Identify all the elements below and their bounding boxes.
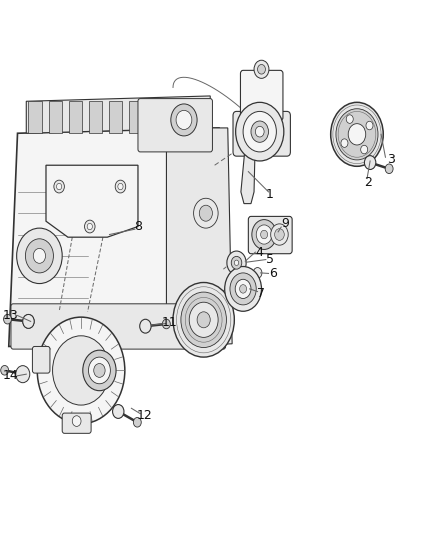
Circle shape (258, 64, 265, 74)
Circle shape (230, 273, 256, 305)
Text: 7: 7 (257, 287, 265, 300)
Text: 5: 5 (266, 253, 274, 266)
Circle shape (236, 102, 284, 161)
Circle shape (199, 205, 212, 221)
Bar (89, 101, 102, 133)
Circle shape (243, 111, 276, 152)
Text: 14: 14 (3, 369, 19, 382)
Polygon shape (166, 128, 232, 346)
Circle shape (253, 268, 262, 278)
Circle shape (364, 156, 376, 169)
Circle shape (254, 60, 269, 78)
Circle shape (54, 180, 64, 193)
Text: 6: 6 (269, 268, 277, 280)
Circle shape (162, 319, 170, 329)
Circle shape (118, 183, 123, 190)
Bar (109, 101, 122, 133)
Circle shape (348, 124, 366, 145)
Circle shape (72, 416, 81, 426)
Circle shape (181, 292, 226, 348)
Circle shape (33, 248, 46, 263)
FancyBboxPatch shape (248, 216, 292, 254)
Circle shape (251, 121, 268, 142)
Circle shape (23, 314, 34, 328)
Circle shape (83, 350, 116, 391)
Circle shape (37, 317, 125, 424)
Circle shape (360, 146, 367, 154)
Circle shape (194, 198, 218, 228)
Circle shape (23, 314, 34, 328)
Circle shape (256, 225, 272, 244)
Text: 9: 9 (282, 217, 290, 230)
FancyBboxPatch shape (138, 99, 212, 152)
Circle shape (275, 229, 284, 240)
Polygon shape (9, 128, 228, 346)
Circle shape (88, 357, 110, 384)
Circle shape (57, 183, 62, 190)
Circle shape (17, 228, 62, 284)
Circle shape (4, 314, 11, 324)
Circle shape (235, 279, 251, 298)
Text: 8: 8 (134, 220, 142, 233)
FancyBboxPatch shape (11, 304, 226, 349)
Circle shape (25, 239, 53, 273)
FancyBboxPatch shape (62, 413, 91, 433)
Bar (129, 101, 142, 133)
Circle shape (336, 109, 378, 160)
Circle shape (346, 115, 353, 123)
FancyBboxPatch shape (233, 111, 290, 156)
Circle shape (261, 230, 268, 239)
Bar (149, 101, 162, 133)
Circle shape (189, 302, 218, 337)
Circle shape (171, 104, 197, 136)
Text: 13: 13 (3, 309, 19, 322)
Circle shape (225, 266, 261, 311)
Text: 12: 12 (137, 409, 152, 422)
Circle shape (87, 223, 92, 230)
Circle shape (227, 251, 246, 274)
Polygon shape (46, 165, 138, 237)
Circle shape (240, 285, 247, 293)
Circle shape (176, 110, 192, 130)
Circle shape (234, 260, 239, 265)
Circle shape (17, 367, 28, 381)
Circle shape (140, 319, 151, 333)
Circle shape (94, 364, 105, 377)
Circle shape (85, 220, 95, 233)
Circle shape (53, 336, 110, 405)
Circle shape (385, 164, 393, 174)
Text: 3: 3 (387, 154, 395, 166)
Circle shape (113, 405, 124, 418)
Bar (49, 101, 62, 133)
Text: 1: 1 (265, 188, 273, 201)
Bar (28, 101, 42, 133)
Bar (190, 101, 203, 133)
Circle shape (197, 312, 210, 328)
Circle shape (173, 282, 234, 357)
Polygon shape (241, 155, 255, 204)
FancyBboxPatch shape (240, 70, 283, 120)
FancyBboxPatch shape (32, 346, 50, 373)
Polygon shape (26, 96, 210, 133)
Circle shape (134, 417, 141, 427)
Circle shape (331, 102, 383, 166)
Circle shape (231, 256, 242, 269)
Circle shape (255, 126, 264, 137)
Bar (69, 101, 82, 133)
Circle shape (1, 366, 9, 375)
Circle shape (16, 366, 30, 383)
Text: 2: 2 (364, 176, 372, 189)
Circle shape (115, 180, 126, 193)
Bar (170, 101, 183, 133)
Circle shape (271, 224, 288, 245)
Circle shape (366, 122, 373, 130)
Text: 4: 4 (256, 246, 264, 259)
Circle shape (252, 220, 276, 249)
Text: 11: 11 (162, 316, 178, 329)
Circle shape (341, 139, 348, 147)
